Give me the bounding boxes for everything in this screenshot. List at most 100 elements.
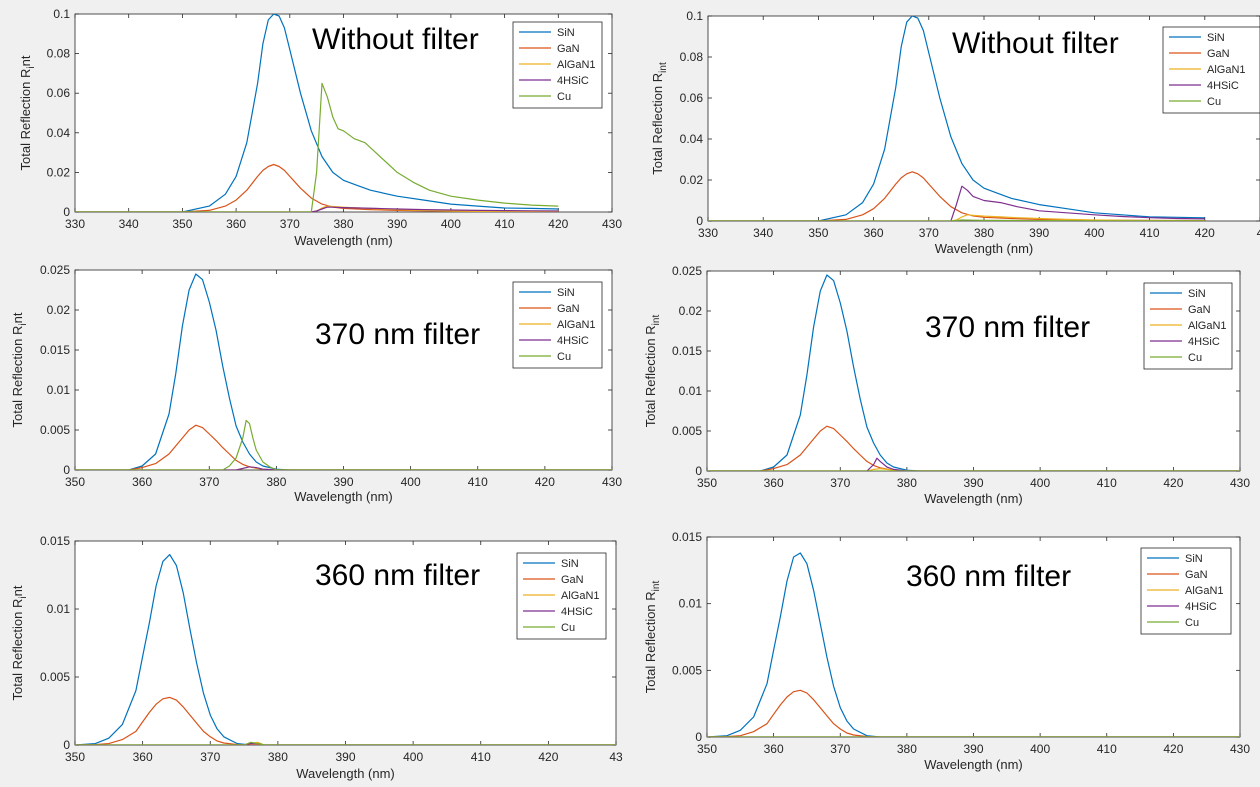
legend-label: Cu	[557, 91, 571, 103]
legend-label: GaN	[561, 574, 584, 586]
legend: SiN GaN AlGaN1 4HSiC Cu	[516, 552, 607, 640]
series-line-sin	[75, 14, 559, 212]
x-tick-label: 400	[1030, 742, 1050, 756]
series-line-algan1	[708, 214, 1205, 221]
legend-label: GaN	[1207, 48, 1230, 60]
y-axis-label-main: Total Reflection R	[18, 69, 33, 171]
y-tick-label: 0.04	[680, 132, 704, 146]
legend: SiN GaN AlGaN1 4HSiC Cu	[512, 281, 603, 369]
legend-label: SiN	[557, 27, 575, 39]
series-line-sin	[75, 553, 616, 745]
series-line-4hsic	[75, 206, 559, 212]
y-tick-label: 0	[63, 738, 70, 752]
legend-label: GaN	[557, 303, 580, 315]
legend-label: Cu	[557, 351, 571, 363]
x-axis-label: Wavelength (nm)	[294, 233, 393, 248]
legend-label: AlGaN1	[557, 59, 596, 71]
y-tick-label: 0.015	[672, 530, 702, 544]
x-tick-label: 340	[119, 217, 139, 231]
y-tick-label: 0	[695, 730, 702, 744]
legend-label: GaN	[557, 43, 580, 55]
legend-label: GaN	[1188, 304, 1211, 316]
x-tick-label: 400	[401, 475, 421, 489]
series-line-cu	[75, 82, 559, 212]
x-axis-label: Wavelength (nm)	[296, 766, 395, 781]
y-tick-label: 0	[696, 214, 703, 228]
y-axis-label: Total Reflection Rint	[10, 312, 29, 427]
x-tick-label: 390	[335, 750, 355, 764]
filter-annotation: 370 nm filter	[315, 318, 480, 351]
y-tick-label: 0.02	[679, 304, 703, 318]
x-tick-label: 400	[1084, 226, 1104, 240]
legend-box	[512, 281, 603, 369]
legend-box	[516, 552, 607, 640]
legend-label: SiN	[1188, 288, 1206, 300]
x-tick-label: 390	[963, 742, 983, 756]
x-axis-label: Wavelength (nm)	[924, 757, 1023, 772]
x-tick-label: 350	[172, 217, 192, 231]
x-tick-label: 370	[280, 217, 300, 231]
y-tick-label: 0.01	[679, 384, 703, 398]
filter-annotation: 360 nm filter	[906, 560, 1071, 593]
y-axis-label: Total Reflection Rint	[18, 55, 37, 170]
x-tick-label: 430	[1230, 476, 1250, 490]
x-tick-label: 430	[1230, 742, 1250, 756]
x-tick-label: 420	[538, 750, 558, 764]
y-axis-label-tail: nt	[10, 585, 25, 596]
x-tick-label: 430	[602, 475, 622, 489]
y-tick-label: 0.01	[679, 597, 703, 611]
x-tick-label: 360	[764, 742, 784, 756]
legend-label: Cu	[1185, 617, 1199, 629]
series-line-gan	[75, 163, 559, 212]
series-line-4hsic	[75, 742, 616, 745]
series-line-cu	[75, 419, 612, 470]
x-tick-label: 370	[919, 226, 939, 240]
y-tick-label: 0.02	[680, 173, 704, 187]
y-tick-label: 0.015	[40, 534, 70, 548]
x-tick-label: 420	[535, 475, 555, 489]
legend-label: 4HSiC	[557, 335, 589, 347]
x-tick-label: 370	[830, 742, 850, 756]
y-tick-label: 0.015	[672, 344, 702, 358]
x-tick-label: 360	[132, 475, 152, 489]
y-axis-label-subscript: i	[26, 66, 37, 68]
x-tick-label: 380	[974, 226, 994, 240]
legend: SiN GaN AlGaN1 4HSiC Cu	[1140, 547, 1232, 635]
legend-label: Cu	[1207, 96, 1221, 108]
series-line-gan	[707, 425, 1240, 471]
y-tick-label: 0	[63, 463, 70, 477]
y-axis-label-main: Total Reflection R	[643, 591, 658, 693]
legend-label: 4HSiC	[561, 606, 593, 618]
y-tick-label: 0.06	[680, 91, 704, 105]
x-tick-label: 350	[808, 226, 828, 240]
legend: SiN GaN AlGaN1 4HSiC Cu	[1162, 26, 1260, 114]
x-tick-label: 390	[333, 475, 353, 489]
legend-box	[1140, 547, 1232, 635]
x-tick-label: 380	[897, 476, 917, 490]
x-tick-label: 380	[268, 750, 288, 764]
legend-label: GaN	[1185, 569, 1208, 581]
legend-label: AlGaN1	[1207, 64, 1246, 76]
y-tick-label: 0.005	[672, 424, 702, 438]
series-line-4hsic	[75, 466, 612, 470]
x-tick-label: 330	[65, 217, 85, 231]
y-axis-label-main: Total Reflection R	[10, 326, 25, 428]
x-tick-label: 370	[830, 476, 850, 490]
y-tick-label: 0.01	[47, 602, 71, 616]
y-axis-label-subscript: int	[651, 315, 662, 326]
chart-panel-middle-right: 350 360 370 380 390 400 410 420 430 0 0.005 0.01 0.0…	[643, 264, 1250, 506]
legend-label: SiN	[561, 558, 579, 570]
y-tick-label: 0.015	[40, 343, 70, 357]
x-tick-label: 330	[698, 226, 718, 240]
legend-label: AlGaN1	[1185, 585, 1224, 597]
x-tick-label: 350	[697, 742, 717, 756]
legend-label: 4HSiC	[1207, 80, 1239, 92]
y-tick-label: 0.005	[40, 423, 70, 437]
legend-label: SiN	[557, 287, 575, 299]
x-tick-label: 410	[468, 475, 488, 489]
filter-annotation: Without filter	[952, 27, 1119, 60]
y-axis-label-main: Total Reflection R	[10, 599, 25, 701]
x-tick-label: 360	[864, 226, 884, 240]
x-tick-label: 420	[1163, 476, 1183, 490]
y-axis-label: Total Reflection Rint	[10, 585, 29, 700]
